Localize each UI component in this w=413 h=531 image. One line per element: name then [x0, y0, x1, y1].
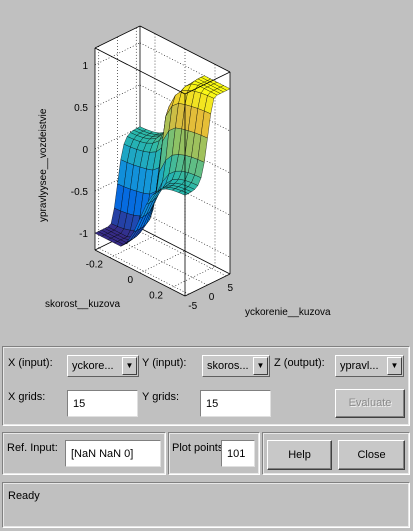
plot-points-value: 101	[227, 448, 246, 460]
chevron-down-icon[interactable]: ▼	[387, 357, 402, 375]
y-input-select[interactable]: skoros... ▼	[202, 355, 270, 377]
grid-line	[98, 247, 189, 295]
grid-line	[139, 168, 231, 216]
y-axis-label: skorost__kuzova	[45, 299, 120, 310]
close-button[interactable]: Close	[338, 440, 405, 470]
z-output-value: ypravl...	[340, 360, 379, 372]
axes-edge	[139, 25, 231, 73]
ref-input-field[interactable]: [NaN NaN 0]	[65, 440, 161, 467]
status-panel	[2, 482, 410, 528]
variables-panel	[2, 346, 410, 426]
status-text: Ready	[8, 490, 40, 502]
plot-points-field[interactable]: 101	[221, 440, 255, 467]
y-grids-field[interactable]: 15	[200, 390, 271, 417]
surface-patch	[178, 190, 189, 196]
help-button[interactable]: Help	[267, 440, 332, 470]
axes-edge	[94, 25, 141, 49]
x-grids-value: 15	[73, 398, 86, 410]
ref-input-value: [NaN NaN 0]	[71, 448, 134, 460]
y-input-label: Y (input):	[142, 357, 187, 369]
chevron-down-icon[interactable]: ▼	[122, 357, 137, 375]
z-axis-label: ypravlyysee__vozdeistvie	[38, 108, 49, 222]
x-input-value: yckore...	[72, 360, 114, 372]
x-tick-label: -5	[188, 301, 197, 312]
evaluate-button[interactable]: Evaluate	[335, 389, 405, 418]
z-output-label: Z (output):	[274, 357, 325, 369]
z-tick-label: 1	[82, 61, 88, 72]
grid-line	[139, 84, 231, 132]
x-input-label: X (input):	[8, 357, 53, 369]
x-grids-field[interactable]: 15	[67, 390, 138, 417]
y-tick-label: -0.2	[86, 260, 104, 271]
z-tick-label: -0.5	[71, 187, 89, 198]
y-tick-label: 0	[127, 275, 133, 286]
x-tick-label: 5	[227, 283, 233, 294]
z-tick-label: 0	[82, 145, 88, 156]
buttons-panel	[262, 432, 410, 475]
axes-edge	[94, 249, 186, 297]
grid-line	[139, 210, 231, 258]
grid-line	[139, 126, 231, 174]
y-input-value: skoros...	[207, 360, 249, 372]
x-axis-label: yckorenie__kuzova	[245, 307, 331, 318]
y-tick-label: 0.2	[149, 290, 163, 301]
chevron-down-icon[interactable]: ▼	[253, 357, 268, 375]
surface-plot: -1 -0.5 0 0.5 1 -5 0 5 0.2 0 -0.2 ypravlyysee__voz…	[38, 25, 331, 318]
plot-points-label: Plot points	[172, 442, 224, 454]
surface-plot-svg: -1 -0.5 0 0.5 1 -5 0 5 0.2 0 -0.2 ypravlyysee__voz…	[38, 25, 331, 318]
x-tick-label: 0	[209, 292, 215, 303]
axis-ticks: -1 -0.5 0 0.5 1 -5 0 5 0.2 0 -0.2	[71, 61, 234, 312]
y-grids-value: 15	[206, 398, 219, 410]
x-input-select[interactable]: yckore... ▼	[67, 355, 139, 377]
ref-input-label: Ref. Input:	[7, 442, 58, 454]
z-output-select[interactable]: ypravl... ▼	[335, 355, 404, 377]
axes-edge	[184, 273, 231, 297]
axes-edge	[184, 71, 231, 95]
plot-points-panel	[168, 432, 260, 475]
axes-box-front	[94, 47, 231, 296]
z-tick-label: 0.5	[74, 103, 88, 114]
ref-input-panel	[2, 432, 166, 475]
axes-edge	[94, 47, 186, 95]
z-tick-label: -1	[79, 229, 88, 240]
x-grids-label: X grids:	[8, 391, 46, 403]
grid-line	[117, 238, 208, 286]
y-grids-label: Y grids:	[142, 391, 180, 403]
